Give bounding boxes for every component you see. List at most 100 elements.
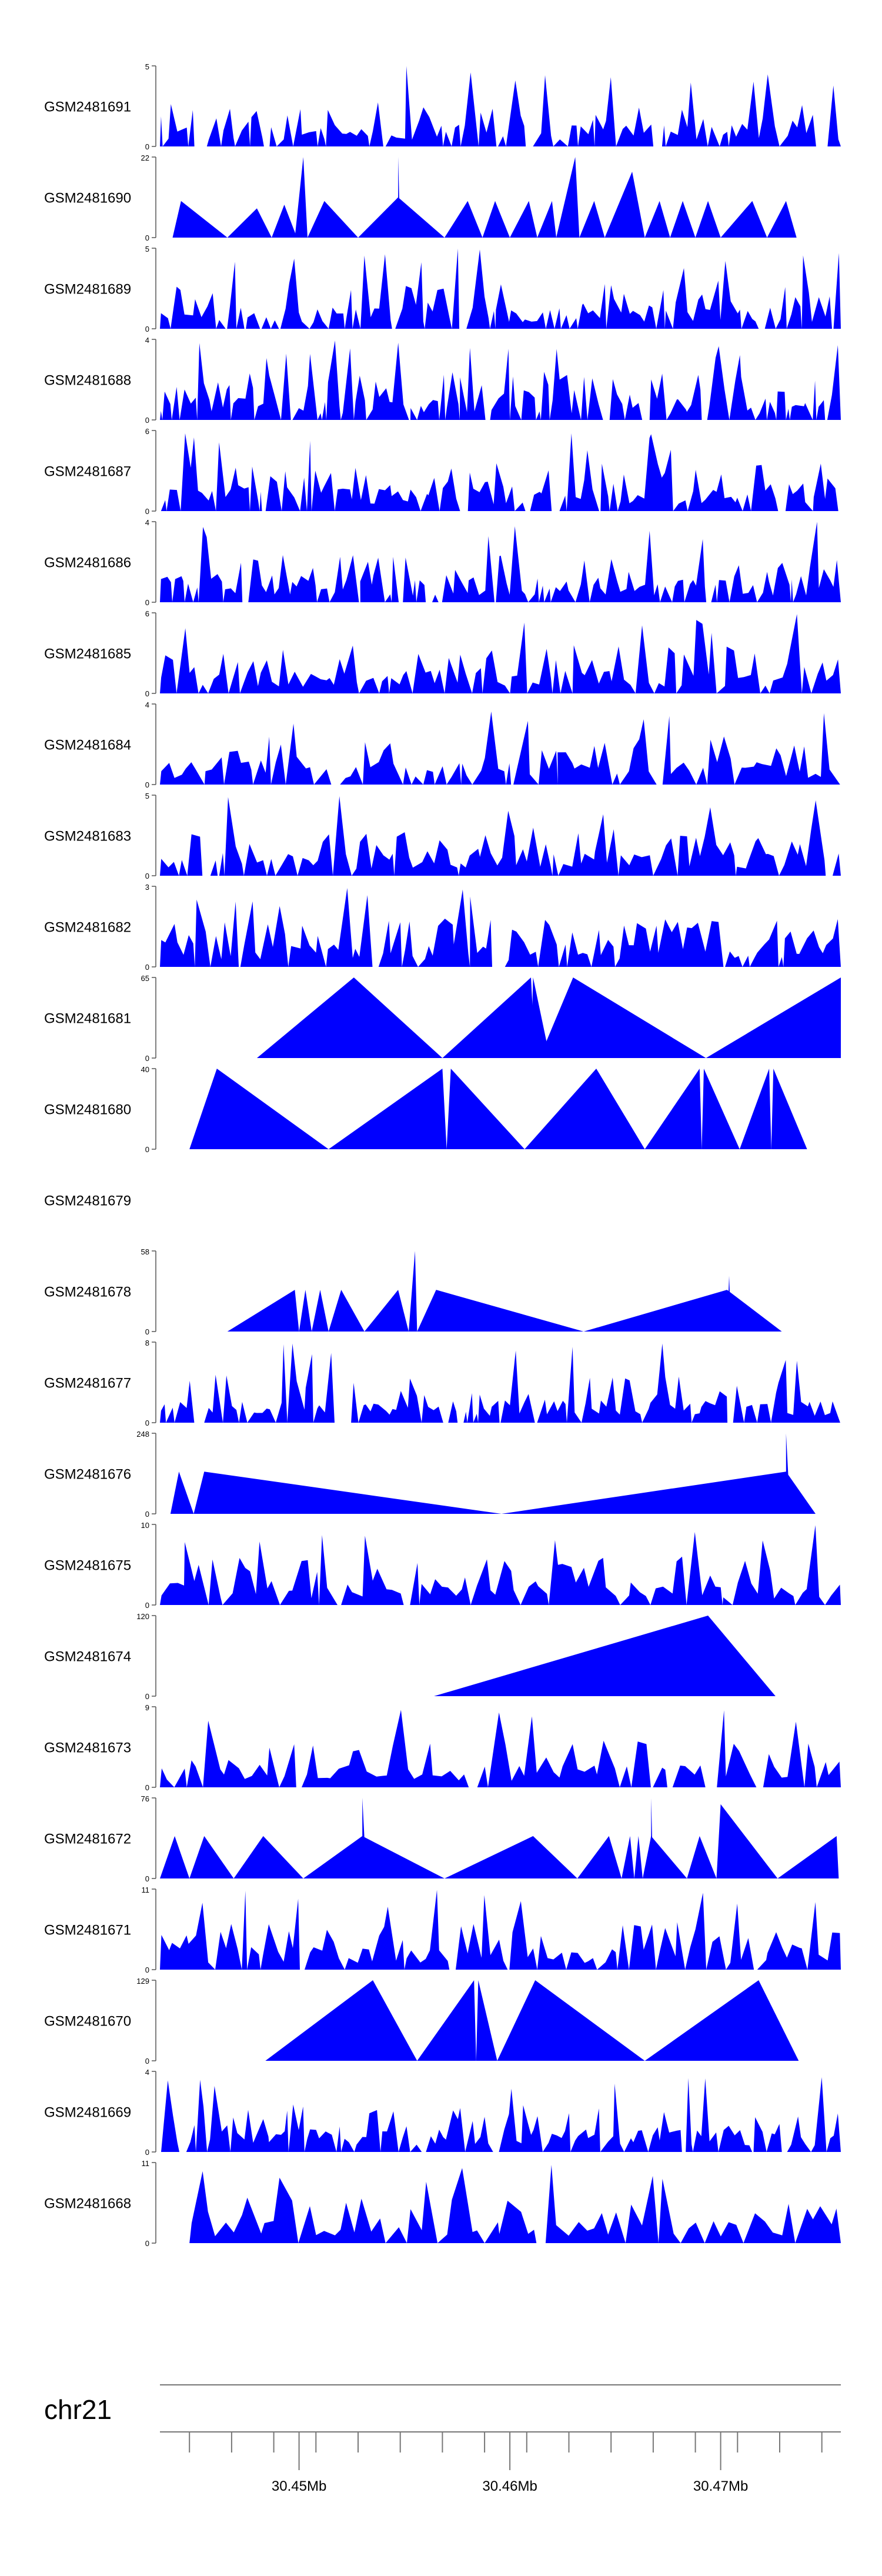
track-label: GSM2481682	[44, 920, 131, 936]
y-tick-label-min: 0	[145, 2239, 149, 2248]
y-tick-label-min: 0	[145, 1601, 149, 1610]
y-tick-label-min: 0	[145, 1327, 149, 1336]
y-tick-label-min: 0	[145, 1145, 149, 1154]
signal-area	[160, 711, 841, 785]
signal-peak	[524, 1069, 645, 1149]
y-tick-label-max: 10	[141, 1521, 149, 1530]
y-tick-label-max: 11	[142, 1886, 150, 1894]
track-label: GSM2481686	[44, 555, 131, 571]
y-tick-label-max: 22	[141, 154, 149, 162]
track-label: GSM2481668	[44, 2196, 131, 2212]
y-tick-label-max: 4	[145, 2068, 149, 2077]
signal-peak	[501, 1471, 816, 1514]
track-GSM2481678: GSM2481678 58 0	[44, 1247, 782, 1336]
track-GSM2481676: GSM2481676 248 0	[44, 1430, 816, 1519]
track-GSM2481680: GSM2481680 40 0	[44, 1065, 807, 1154]
y-tick-label-min: 0	[145, 1419, 149, 1427]
signal-peak	[687, 1836, 717, 1878]
signal-peak	[706, 977, 841, 1058]
signal-peak	[172, 201, 228, 238]
y-tick-label-max: 4	[145, 518, 149, 527]
signal-peak	[510, 201, 537, 238]
y-tick-label-min: 0	[145, 507, 149, 516]
signal-peak	[739, 1069, 771, 1149]
signal-area	[160, 887, 841, 967]
track-label: GSM2481688	[44, 373, 131, 389]
y-tick-label-max: 76	[141, 1794, 149, 1803]
track-GSM2481675: GSM2481675 10 0	[44, 1521, 841, 1610]
y-tick-label-min: 0	[145, 872, 149, 880]
signal-peak	[233, 1836, 303, 1878]
track-label: GSM2481678	[44, 1284, 131, 1300]
y-tick-label-min: 0	[145, 2148, 149, 2157]
signal-peak	[256, 977, 443, 1058]
signal-peak	[644, 201, 670, 238]
track-GSM2481690: GSM2481690 22 0	[44, 154, 797, 242]
track-GSM2481673: GSM2481673 9 0	[44, 1703, 841, 1792]
signal-peak	[583, 1290, 782, 1332]
y-tick-label-max: 4	[145, 700, 149, 709]
track-GSM2481681: GSM2481681 65 0	[44, 974, 841, 1063]
signal-peak	[727, 1276, 731, 1332]
signal-peak	[716, 1804, 778, 1878]
signal-peak	[634, 1836, 643, 1878]
signal-peak	[160, 1836, 190, 1878]
genome-axis: chr21 30.45Mb 30.46Mb 30.47Mb	[44, 2384, 841, 2494]
y-tick-label-max: 5	[145, 245, 149, 253]
track-label: GSM2481670	[44, 2014, 131, 2030]
y-tick-label-max: 248	[136, 1430, 149, 1439]
y-tick-label-min: 0	[145, 2057, 149, 2066]
signal-peak	[531, 977, 550, 1058]
y-tick-label-min: 0	[145, 416, 149, 425]
track-label: GSM2481689	[44, 282, 131, 298]
signal-peak	[398, 157, 400, 238]
data-tracks: GSM248169150GSM2481690220GSM248168950GSM…	[44, 62, 841, 2248]
signal-peak	[643, 1836, 687, 1878]
track-GSM2481670: GSM2481670 129 0	[44, 1977, 799, 2066]
y-tick-label-min: 0	[145, 689, 149, 698]
track-label: GSM2481677	[44, 1376, 131, 1392]
y-tick-label-max: 3	[145, 883, 149, 892]
signal-area	[160, 341, 841, 420]
signal-peak	[328, 1290, 365, 1332]
signal-peak	[312, 1290, 329, 1332]
signal-peak	[303, 1836, 445, 1878]
signal-peak	[476, 1980, 497, 2061]
chromosome-label: chr21	[44, 2394, 112, 2425]
track-GSM2481686: GSM2481686 4 0	[44, 518, 841, 607]
signal-peak	[651, 1798, 653, 1878]
genome-axis-tick-label: 30.45Mb	[272, 2478, 326, 2494]
y-tick-label-min: 0	[145, 598, 149, 607]
signal-area	[160, 66, 841, 146]
y-tick-label-min: 0	[145, 963, 149, 972]
signal-peak	[539, 977, 706, 1058]
signal-peak	[189, 1836, 234, 1878]
signal-peak	[497, 1980, 645, 2061]
signal-peak	[579, 201, 605, 238]
signal-peak	[434, 1616, 776, 1696]
track-label: GSM2481674	[44, 1649, 131, 1665]
signal-peak	[417, 1980, 476, 2061]
signal-peak	[767, 201, 797, 238]
signal-peak	[786, 1433, 790, 1514]
track-GSM2481668: GSM2481668 11 0	[44, 2159, 841, 2248]
signal-area	[160, 1343, 841, 1423]
y-tick-label-max: 5	[145, 792, 149, 800]
signal-peak	[644, 1980, 799, 2061]
y-tick-label-min: 0	[145, 1054, 149, 1063]
y-tick-label-min: 0	[145, 1874, 149, 1883]
track-label: GSM2481676	[44, 1467, 131, 1483]
track-GSM2481682: GSM2481682 3 0	[44, 883, 841, 972]
y-tick-label-min: 0	[145, 1783, 149, 1792]
signal-area	[160, 614, 841, 693]
signal-peak	[771, 1069, 807, 1149]
y-tick-label-max: 40	[141, 1065, 149, 1074]
y-tick-label-max: 65	[141, 974, 149, 983]
genome-axis-tick-label: 30.47Mb	[693, 2478, 748, 2494]
y-tick-label-max: 9	[145, 1703, 149, 1712]
track-label: GSM2481681	[44, 1011, 131, 1027]
signal-peak	[170, 1471, 194, 1514]
signal-area	[160, 248, 841, 329]
y-tick-label-max: 58	[141, 1247, 149, 1256]
